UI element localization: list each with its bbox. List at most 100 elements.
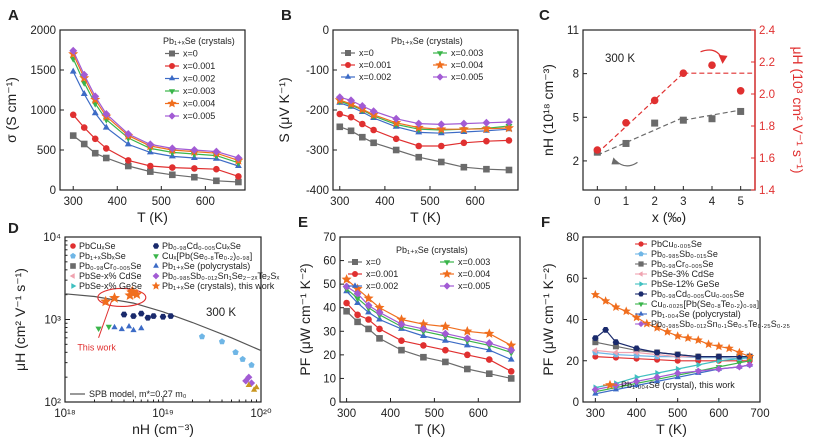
data-point [124, 157, 132, 164]
data-point [105, 324, 112, 331]
y2-tick-label: 2.2 [759, 57, 775, 69]
data-point [120, 311, 128, 318]
data-point [347, 96, 355, 105]
data-point [239, 355, 246, 362]
data-point [100, 295, 112, 307]
legend-label: Pb₀.₉₈Cd₀.₀₀₅Cu₀.₀₀₅Se [651, 289, 744, 299]
legend-marker [152, 272, 160, 280]
y-tick-label: 0 [573, 397, 579, 409]
legend-marker [639, 281, 645, 287]
data-point [481, 123, 492, 134]
series-6 [342, 282, 516, 355]
data-point [642, 318, 652, 328]
legend-marker [70, 252, 76, 259]
x-tick-label: 500 [425, 408, 444, 420]
y-tick-label: 30 [323, 326, 336, 338]
data-point [364, 301, 373, 310]
legend-marker [638, 310, 644, 316]
legend-label: x=0.002 [183, 74, 215, 84]
legend-item: Pb₀.₉₈Cd₀.₀₀₅CuₓSe [152, 241, 241, 251]
y-tick-label: 60 [566, 273, 579, 285]
legend-marker [169, 63, 175, 69]
data-point [633, 345, 640, 352]
x-axis-label: T (K) [415, 421, 446, 437]
y-tick-label: 0 [323, 25, 329, 37]
y2-tick-label: 1.6 [759, 153, 775, 165]
legend-label: PbSe-12% GeSe [651, 279, 720, 289]
x-tick-label: 400 [375, 196, 394, 208]
data-point [507, 346, 516, 355]
legend-marker [436, 73, 444, 81]
data-point [437, 142, 445, 150]
data-point [91, 109, 99, 116]
data-point [419, 325, 428, 333]
data-point [611, 302, 621, 311]
data-point [80, 90, 88, 96]
data-point [612, 349, 618, 356]
legend-item: x=0.002 [348, 281, 398, 291]
model-curve [64, 293, 262, 352]
data-point [370, 139, 377, 147]
data-point [734, 347, 744, 357]
data-point [235, 173, 242, 180]
y2-tick-label: 2.0 [759, 89, 775, 101]
data-point [482, 118, 491, 127]
legend-label: x=0.001 [359, 60, 391, 70]
panel-letter: E [298, 214, 308, 231]
highlight-ellipse [97, 287, 147, 308]
data-point [253, 383, 260, 390]
series-6 [335, 93, 513, 129]
data-point [80, 124, 88, 131]
data-point [159, 313, 167, 320]
legend-item: Pb₁₊ₓSe (crystals), this work [151, 281, 275, 291]
data-point [365, 316, 372, 323]
y-tick-label: 10³ [44, 315, 61, 327]
x-tick-label: 500 [420, 196, 439, 208]
legend-label: x=0.003 [451, 48, 483, 58]
data-point [109, 292, 120, 303]
x-tick-label: 300 [330, 196, 349, 208]
legend-marker [435, 60, 445, 69]
trend-line [596, 72, 684, 154]
data-point [483, 165, 490, 173]
data-point [507, 375, 515, 382]
legend-model: SPB model, m*=0.27 m₀ [70, 389, 187, 399]
data-point [125, 323, 133, 329]
data-point [69, 67, 77, 74]
data-point [483, 137, 490, 145]
y-axis-label: PF (μW cm⁻¹ K⁻²) [540, 263, 556, 375]
data-point [458, 123, 469, 134]
arrowhead-icon [718, 54, 728, 64]
data-point [190, 146, 199, 154]
series-line [346, 278, 512, 346]
data-point [396, 314, 407, 324]
series-line [72, 58, 239, 164]
series-line [339, 96, 510, 126]
data-point [505, 118, 513, 126]
data-point [191, 173, 198, 181]
data-point [80, 70, 89, 79]
x-tick-label: 3 [680, 196, 686, 208]
legend-item: PbCuₓSe [70, 241, 115, 251]
legend-label: Pb₀.₉₈Cr₀.₀₀₅Se [651, 259, 713, 269]
data-point [714, 341, 724, 351]
series-line [594, 294, 750, 358]
legend-item: Pb₁.₀₀₄Se (crystal), this work [603, 379, 735, 390]
data-point [354, 311, 361, 319]
x-tick-label: 500 [152, 196, 171, 208]
y-tick-label: 10 [323, 373, 336, 385]
legend-marker [344, 73, 352, 79]
data-point [485, 339, 494, 347]
legend-item: x=0.003 [433, 48, 483, 58]
legend-marker [69, 273, 75, 279]
legend-marker [345, 50, 351, 56]
legend-label: PbCu₀.₀₀₅Se [651, 239, 702, 249]
panel-B: 300 400 500 600 0 -100 -200 -300 -400 T (K) S (μV … [276, 7, 519, 225]
arrowhead-icon [611, 157, 620, 165]
data-point [464, 365, 471, 373]
panel-letter: D [8, 220, 19, 237]
data-point [102, 145, 110, 152]
series-line [594, 328, 750, 358]
series-line [346, 310, 512, 379]
series-10 [100, 285, 143, 307]
